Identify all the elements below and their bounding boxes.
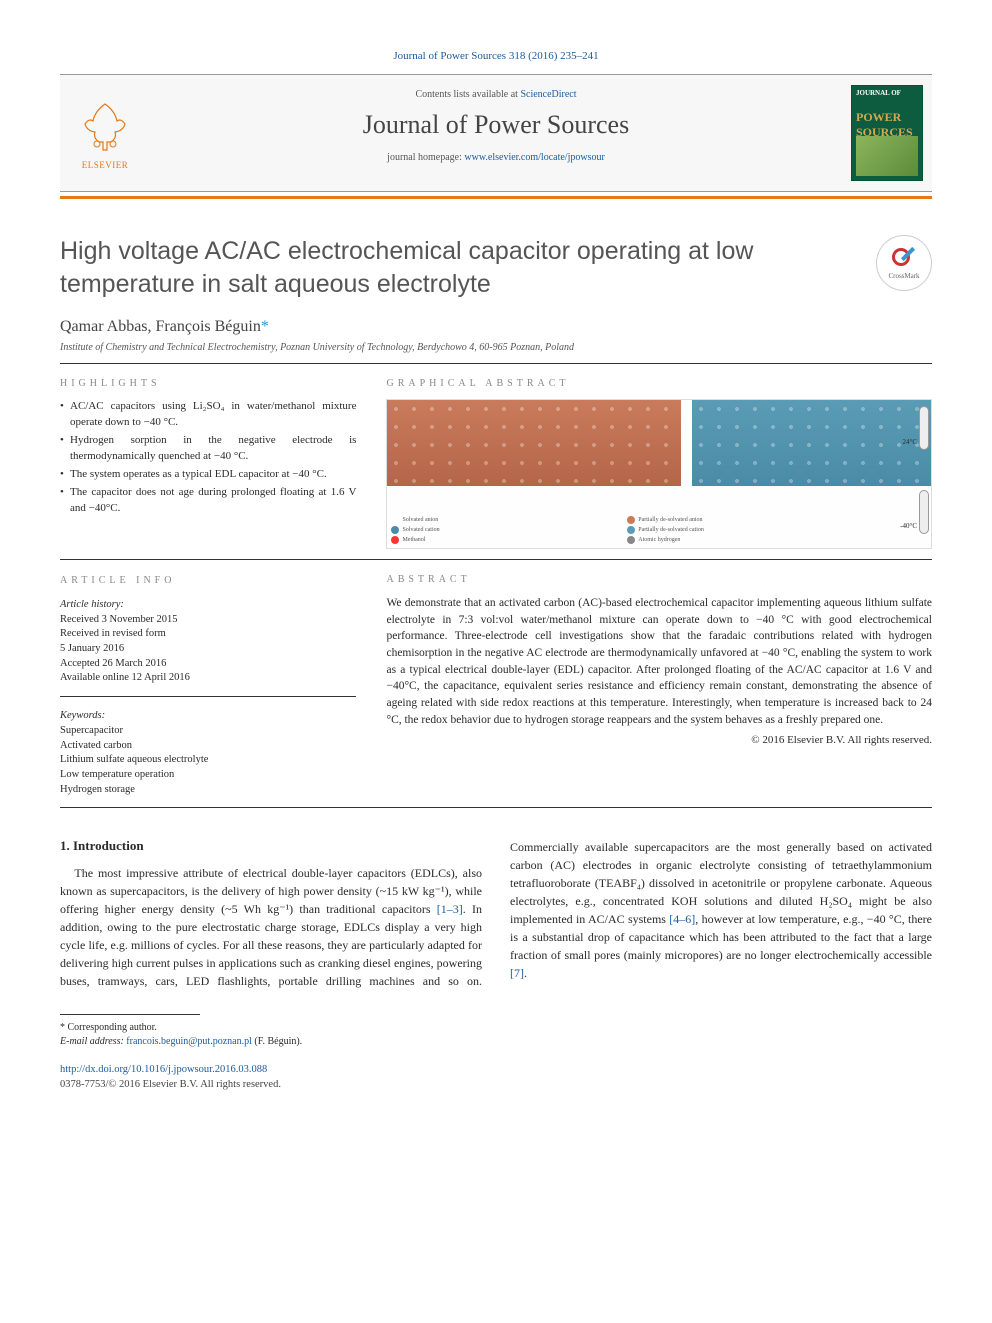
ga-legend-label: Atomic hydrogen bbox=[638, 537, 680, 543]
highlights-list: AC/AC capacitors using Li₂SO₄ in water/m… bbox=[60, 399, 356, 517]
ga-temp-low: -40°C bbox=[900, 522, 917, 530]
footer: * Corresponding author. E-mail address: … bbox=[60, 1014, 932, 1092]
ga-legend: Solvated anion Partially de-solvated ani… bbox=[391, 516, 861, 544]
rule bbox=[60, 559, 932, 560]
rule bbox=[60, 1014, 200, 1015]
contents-prefix: Contents lists available at bbox=[415, 89, 520, 100]
citation: Journal of Power Sources 318 (2016) 235–… bbox=[60, 50, 932, 62]
publisher-name: ELSEVIER bbox=[82, 160, 129, 170]
body-span: . bbox=[524, 966, 527, 980]
accepted-date: Accepted 26 March 2016 bbox=[60, 657, 356, 672]
ga-temp-high: 24°C bbox=[903, 438, 917, 446]
author-list: Qamar Abbas, François Béguin* bbox=[60, 318, 932, 336]
highlight-item: AC/AC capacitors using Li₂SO₄ in water/m… bbox=[60, 399, 356, 431]
revised-line1: Received in revised form bbox=[60, 627, 356, 642]
abstract-label: ABSTRACT bbox=[386, 574, 932, 585]
ga-legend-label: Solvated anion bbox=[402, 517, 438, 523]
copyright: © 2016 Elsevier B.V. All rights reserved… bbox=[386, 734, 932, 746]
cover-line1: JOURNAL OF bbox=[852, 86, 922, 102]
history-label: Article history: bbox=[60, 598, 356, 613]
doi-link[interactable]: http://dx.doi.org/10.1016/j.jpowsour.201… bbox=[60, 1064, 267, 1075]
email-suffix: (F. Béguin). bbox=[252, 1036, 302, 1047]
sciencedirect-link[interactable]: ScienceDirect bbox=[520, 89, 576, 100]
rule bbox=[60, 363, 932, 364]
keyword: Lithium sulfate aqueous electrolyte bbox=[60, 753, 356, 768]
ga-legend-label: Partially de-solvated cation bbox=[638, 527, 704, 533]
ga-legend-label: Methanol bbox=[402, 537, 425, 543]
ga-legend-label: Solvated cation bbox=[402, 527, 439, 533]
journal-cover-thumbnail: JOURNAL OF POWER SOURCES bbox=[851, 85, 923, 181]
author-names: Qamar Abbas, François Béguin bbox=[60, 318, 261, 335]
homepage-prefix: journal homepage: bbox=[387, 152, 464, 163]
keywords-label: Keywords: bbox=[60, 709, 356, 724]
body-span: The most impressive attribute of electri… bbox=[60, 866, 482, 916]
thermometer-icon bbox=[919, 490, 929, 534]
keyword: Hydrogen storage bbox=[60, 783, 356, 798]
crossmark-icon bbox=[892, 246, 916, 270]
highlight-item: Hydrogen sorption in the negative electr… bbox=[60, 433, 356, 465]
body-text: 1. Introduction The most impressive attr… bbox=[60, 838, 932, 990]
section-heading: 1. Introduction bbox=[60, 838, 482, 854]
body-paragraph: The most impressive attribute of electri… bbox=[60, 838, 932, 990]
elsevier-tree-icon bbox=[75, 96, 135, 156]
article-info-label: ARTICLE INFO bbox=[60, 574, 356, 588]
received-date: Received 3 November 2015 bbox=[60, 613, 356, 628]
graphical-abstract-label: GRAPHICAL ABSTRACT bbox=[386, 378, 932, 389]
highlight-item: The capacitor does not age during prolon… bbox=[60, 485, 356, 517]
crossmark-label: CrossMark bbox=[888, 272, 919, 280]
publisher-logo-block: ELSEVIER bbox=[60, 75, 150, 191]
journal-name: Journal of Power Sources bbox=[160, 110, 832, 140]
citation-link[interactable]: [1–3] bbox=[437, 902, 463, 916]
article-title: High voltage AC/AC electrochemical capac… bbox=[60, 235, 856, 300]
accent-bar bbox=[60, 196, 932, 199]
thermometer-icon bbox=[919, 406, 929, 450]
homepage-line: journal homepage: www.elsevier.com/locat… bbox=[160, 152, 832, 163]
email-link[interactable]: francois.beguin@put.poznan.pl bbox=[126, 1036, 252, 1047]
corresponding-marker: * bbox=[261, 318, 269, 335]
keyword: Activated carbon bbox=[60, 739, 356, 754]
online-date: Available online 12 April 2016 bbox=[60, 671, 356, 686]
highlights-label: HIGHLIGHTS bbox=[60, 378, 356, 389]
journal-banner: ELSEVIER Contents lists available at Sci… bbox=[60, 74, 932, 192]
ga-legend-label: Partially de-solvated anion bbox=[638, 517, 702, 523]
keyword: Supercapacitor bbox=[60, 724, 356, 739]
highlight-item: The system operates as a typical EDL cap… bbox=[60, 467, 356, 483]
contents-line: Contents lists available at ScienceDirec… bbox=[160, 89, 832, 100]
keyword: Low temperature operation bbox=[60, 768, 356, 783]
rule bbox=[60, 696, 356, 697]
citation-link[interactable]: [4–6] bbox=[669, 912, 695, 926]
abstract-text: We demonstrate that an activated carbon … bbox=[386, 595, 932, 728]
email-label: E-mail address: bbox=[60, 1036, 126, 1047]
crossmark-badge[interactable]: CrossMark bbox=[876, 235, 932, 291]
graphical-abstract-figure: 24°C -40°C Solvated anion Partially de-s… bbox=[386, 399, 932, 549]
rule bbox=[60, 807, 932, 808]
revised-line2: 5 January 2016 bbox=[60, 642, 356, 657]
corresponding-author-label: * Corresponding author. bbox=[60, 1021, 932, 1035]
homepage-link[interactable]: www.elsevier.com/locate/jpowsour bbox=[464, 152, 604, 163]
issn-copyright: 0378-7753/© 2016 Elsevier B.V. All right… bbox=[60, 1078, 932, 1093]
affiliation: Institute of Chemistry and Technical Ele… bbox=[60, 342, 932, 353]
citation-link[interactable]: [7] bbox=[510, 966, 524, 980]
